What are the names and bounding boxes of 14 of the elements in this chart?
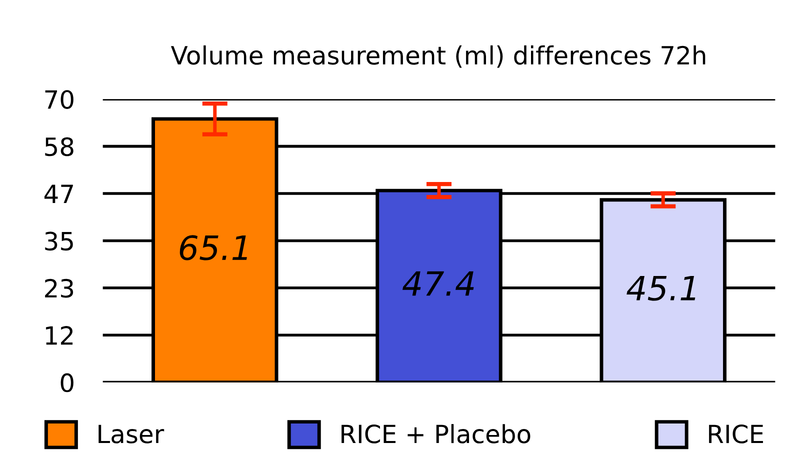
data-label: 47.4 [402,271,474,296]
y-tick-label: 47 [44,184,73,204]
legend-label: RICE [709,424,763,444]
chart-title: Volume measurement (ml) differences 72h [170,45,706,68]
y-tick-label: 12 [46,326,73,345]
y-tick-label: 23 [45,278,74,298]
data-label: 65.1 [180,235,247,260]
data-label: 45.1 [626,276,696,301]
legend-label: Laser [98,424,164,444]
y-tick-label: 35 [45,232,73,251]
y-tick-label: 58 [45,137,74,156]
y-tick-label: 70 [45,90,74,109]
y-tick-label: 0 [60,373,74,392]
legend-label: RICE + Placebo [342,424,530,444]
